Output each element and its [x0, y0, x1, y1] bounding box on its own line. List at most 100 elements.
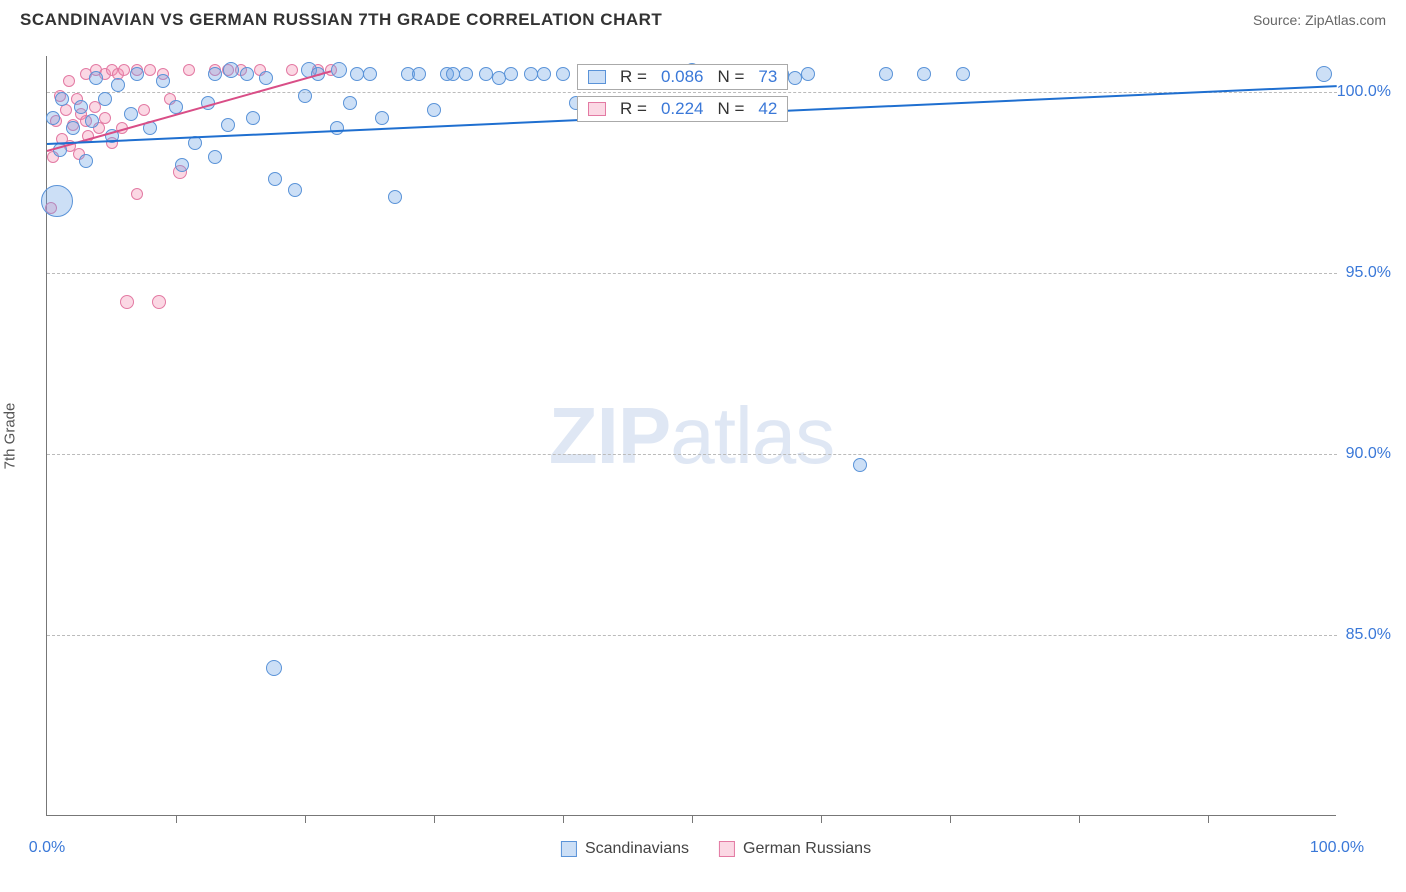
data-point	[246, 111, 260, 125]
data-point	[853, 458, 867, 472]
data-point	[343, 96, 357, 110]
data-point	[801, 67, 815, 81]
x-tick	[563, 815, 564, 823]
data-point	[286, 64, 298, 76]
legend-item: Scandinavians	[561, 840, 689, 858]
data-point	[74, 100, 88, 114]
data-point	[556, 67, 570, 81]
plot-wrap: 7th Grade ZIPatlas 100.0%95.0%90.0%85.0%…	[46, 56, 1386, 816]
data-point	[99, 112, 111, 124]
y-axis-label: 7th Grade	[2, 403, 19, 470]
data-point	[124, 107, 138, 121]
chart-container: SCANDINAVIAN VS GERMAN RUSSIAN 7TH GRADE…	[0, 0, 1406, 892]
data-point	[375, 111, 389, 125]
data-point	[350, 67, 364, 81]
source-name: ZipAtlas.com	[1305, 12, 1386, 28]
n-value: 42	[758, 99, 777, 119]
data-point	[363, 67, 377, 81]
n-value: 73	[758, 67, 777, 87]
data-point	[98, 92, 112, 106]
title-bar: SCANDINAVIAN VS GERMAN RUSSIAN 7TH GRADE…	[0, 0, 1406, 30]
legend-swatch-icon	[719, 841, 735, 857]
r-label: R =	[620, 99, 647, 119]
data-point	[221, 118, 235, 132]
r-label: R =	[620, 67, 647, 87]
watermark-light: atlas	[670, 391, 834, 480]
x-tick	[1079, 815, 1080, 823]
data-point	[208, 150, 222, 164]
data-point	[298, 89, 312, 103]
data-point	[479, 67, 493, 81]
stats-box: R = 0.086 N = 73	[577, 64, 788, 90]
data-point	[459, 67, 473, 81]
data-point	[504, 67, 518, 81]
source-attribution: Source: ZipAtlas.com	[1253, 12, 1386, 28]
y-tick-label: 100.0%	[1337, 83, 1391, 101]
watermark: ZIPatlas	[549, 390, 834, 482]
gridline-h	[47, 635, 1337, 636]
legend: Scandinavians German Russians	[561, 840, 871, 858]
watermark-bold: ZIP	[549, 391, 670, 480]
data-point	[156, 74, 170, 88]
data-point	[917, 67, 931, 81]
x-tick	[434, 815, 435, 823]
legend-swatch-icon	[561, 841, 577, 857]
data-point	[537, 67, 551, 81]
data-point	[446, 67, 460, 81]
data-point	[183, 64, 195, 76]
stats-box: R = 0.224 N = 42	[577, 96, 788, 122]
r-value: 0.224	[661, 99, 704, 119]
data-point	[79, 154, 93, 168]
data-point	[288, 183, 302, 197]
y-tick-label: 90.0%	[1346, 445, 1391, 463]
data-point	[144, 64, 156, 76]
data-point	[412, 67, 426, 81]
data-point	[118, 64, 130, 76]
x-tick	[692, 815, 693, 823]
legend-item: German Russians	[719, 840, 871, 858]
data-point	[492, 71, 506, 85]
x-tick	[950, 815, 951, 823]
data-point	[208, 67, 222, 81]
data-point	[120, 295, 134, 309]
data-point	[63, 75, 75, 87]
data-point	[111, 78, 125, 92]
data-point	[46, 111, 60, 125]
data-point	[66, 121, 80, 135]
plot-area: ZIPatlas 100.0%95.0%90.0%85.0%0.0%100.0%…	[46, 56, 1336, 816]
data-point	[388, 190, 402, 204]
x-tick-label: 100.0%	[1310, 839, 1364, 857]
data-point	[130, 67, 144, 81]
source-label: Source:	[1253, 12, 1301, 28]
data-point	[85, 114, 99, 128]
x-tick-label: 0.0%	[29, 839, 65, 857]
data-point	[89, 71, 103, 85]
data-point	[330, 121, 344, 135]
legend-label: Scandinavians	[585, 840, 689, 858]
r-value: 0.086	[661, 67, 704, 87]
x-tick	[305, 815, 306, 823]
gridline-h	[47, 454, 1337, 455]
data-point	[259, 71, 273, 85]
data-point	[268, 172, 282, 186]
data-point	[175, 158, 189, 172]
y-tick-label: 95.0%	[1346, 264, 1391, 282]
data-point	[41, 185, 73, 217]
data-point	[956, 67, 970, 81]
n-label: N =	[717, 99, 744, 119]
swatch-icon	[588, 70, 606, 84]
x-tick	[821, 815, 822, 823]
data-point	[138, 104, 150, 116]
n-label: N =	[717, 67, 744, 87]
x-tick	[176, 815, 177, 823]
data-point	[524, 67, 538, 81]
x-tick	[1208, 815, 1209, 823]
data-point	[331, 62, 347, 78]
data-point	[55, 92, 69, 106]
data-point	[240, 67, 254, 81]
data-point	[266, 660, 282, 676]
data-point	[1316, 66, 1332, 82]
data-point	[152, 295, 166, 309]
data-point	[223, 62, 239, 78]
legend-label: German Russians	[743, 840, 871, 858]
